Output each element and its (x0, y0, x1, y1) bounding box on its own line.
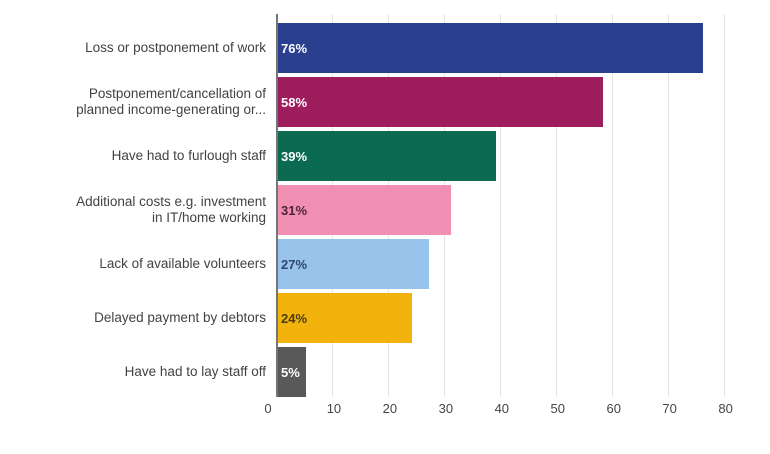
bar: 27% (278, 239, 430, 289)
bar-track: 24% (278, 291, 748, 345)
bar-track: 5% (278, 345, 748, 399)
x-axis-tick: 80 (718, 401, 733, 416)
gridline (499, 14, 501, 397)
chart-row: Have had to furlough staff 39% (0, 129, 748, 183)
x-axis-tick: 70 (662, 401, 677, 416)
bar-track: 39% (278, 129, 748, 183)
bar-value-label: 58% (281, 94, 308, 110)
x-axis: 0 10 20 30 40 50 60 70 80 (264, 401, 748, 419)
bar-track: 31% (278, 183, 748, 237)
category-label: Postponement/cancellation of planned inc… (76, 86, 266, 117)
category-label: Have had to furlough staff (111, 148, 266, 163)
x-axis-tick: 0 (264, 401, 272, 416)
category-label: Delayed payment by debtors (94, 310, 266, 325)
category-label: Lack of available volunteers (99, 256, 266, 271)
bar: 76% (278, 23, 704, 73)
bar-value-label: 31% (281, 202, 308, 218)
bar-track: 76% (278, 21, 748, 75)
bar-track: 27% (278, 237, 748, 291)
category-label: Loss or postponement of work (85, 40, 266, 55)
chart-row: Additional costs e.g. investment in IT/h… (0, 183, 748, 237)
chart-rows: Loss or postponement of work 76% Postponem… (0, 21, 748, 399)
bar: 58% (278, 77, 603, 127)
chart-row: Postponement/cancellation of planned inc… (0, 75, 748, 129)
x-axis-zero-line (276, 14, 278, 397)
bar-value-label: 39% (281, 148, 308, 164)
category-label: Have had to lay staff off (124, 364, 266, 379)
bar: 24% (278, 293, 413, 343)
gridline (667, 14, 669, 397)
chart-row: Delayed payment by debtors 24% (0, 291, 748, 345)
gridline (611, 14, 613, 397)
bar-value-label: 76% (281, 40, 308, 56)
chart-row: Lack of available volunteers 27% (0, 237, 748, 291)
category-label: Additional costs e.g. investment in IT/h… (76, 194, 266, 225)
gridline (555, 14, 557, 397)
x-axis-tick: 50 (550, 401, 565, 416)
bar-track: 58% (278, 75, 748, 129)
x-axis-tick: 30 (438, 401, 454, 416)
x-axis-tick: 20 (382, 401, 398, 416)
bar: 5% (278, 347, 306, 397)
x-axis-tick: 60 (606, 401, 621, 416)
bar: 31% (278, 185, 452, 235)
gridline (723, 14, 725, 397)
chart-row: Loss or postponement of work 76% (0, 21, 748, 75)
x-axis-tick: 40 (494, 401, 510, 416)
bar-value-label: 5% (281, 364, 300, 380)
bar: 39% (278, 131, 497, 181)
bar-value-label: 27% (281, 256, 308, 272)
x-axis-tick: 10 (326, 401, 342, 416)
chart-row: Have had to lay staff off 5% (0, 345, 748, 399)
bar-value-label: 24% (281, 310, 308, 326)
